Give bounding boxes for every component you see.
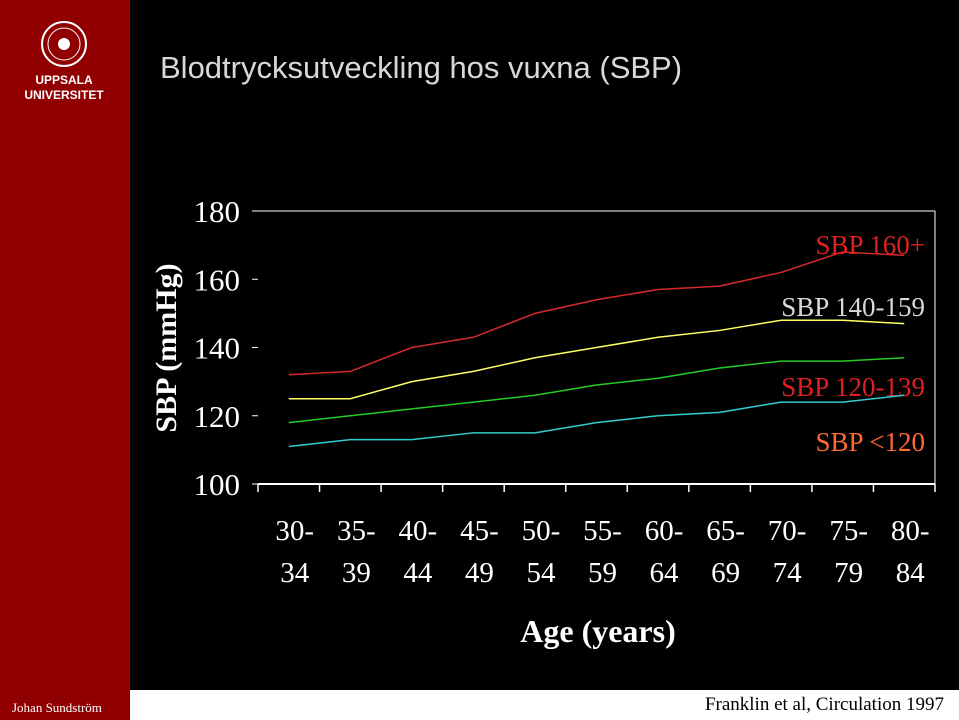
y-axis-label: SBP (mmHg) <box>150 263 183 432</box>
chart-title: Blodtrycksutveckling hos vuxna (SBP) <box>160 50 682 85</box>
x-tick-label: 45-49 <box>460 515 499 589</box>
logo-text: UPPSALA <box>35 73 93 87</box>
x-tick-label: 60-64 <box>645 515 684 589</box>
series-line <box>288 356 905 424</box>
source: Franklin et al, Circulation 1997 <box>705 694 944 715</box>
x-tick-label: 65-69 <box>706 515 745 589</box>
footer-band <box>130 690 959 720</box>
series-line <box>288 394 905 448</box>
series-label: SBP 120-139 <box>781 372 925 402</box>
sidebar <box>0 0 130 720</box>
logo-text: UNIVERSITET <box>24 88 104 102</box>
x-tick-label: 75-79 <box>829 515 868 589</box>
x-tick-label: 35-39 <box>337 515 376 589</box>
logo <box>41 21 87 67</box>
x-tick-label: 40-44 <box>399 515 438 589</box>
y-tick-label: 140 <box>194 331 241 366</box>
x-tick-label: 50-54 <box>522 515 561 589</box>
x-tick-label: 80-84 <box>891 515 930 589</box>
author: Johan Sundström <box>12 700 102 715</box>
series-line <box>288 251 905 376</box>
series-label: SBP 140-159 <box>781 292 925 322</box>
y-tick-label: 120 <box>194 399 241 434</box>
series-label: SBP <120 <box>815 427 925 457</box>
series-line <box>288 319 905 400</box>
series-label: SBP 160+ <box>815 230 925 260</box>
y-tick-label: 160 <box>194 262 241 297</box>
y-tick-label: 100 <box>194 467 241 502</box>
y-tick-label: 180 <box>194 194 241 229</box>
x-axis-label: Age (years) <box>520 613 675 649</box>
x-tick-label: 30-34 <box>275 515 314 589</box>
x-tick-label: 55-59 <box>583 515 622 589</box>
x-tick-label: 70-74 <box>768 515 807 589</box>
